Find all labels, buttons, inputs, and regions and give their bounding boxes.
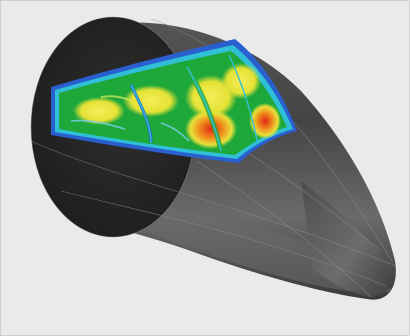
mesh-lines <box>30 16 397 298</box>
stress-contour-band <box>51 39 297 163</box>
nose-tip <box>301 181 393 297</box>
